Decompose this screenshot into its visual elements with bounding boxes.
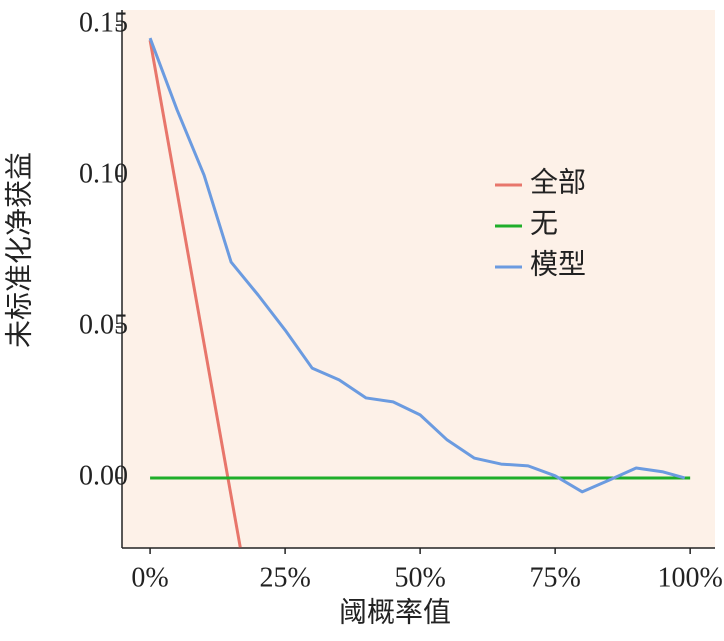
- x-tick-label: 25%: [259, 562, 310, 593]
- x-tick-label: 75%: [529, 562, 580, 593]
- y-tick-label: 0.15: [79, 8, 128, 39]
- y-tick-label: 0.10: [79, 158, 128, 189]
- x-axis-title: 阈概率值: [339, 596, 451, 628]
- line: [148, 37, 686, 494]
- y-tick-label: 0.05: [79, 309, 128, 340]
- x-tick-label: 100%: [657, 562, 722, 593]
- plot-background: [122, 10, 715, 548]
- x-tick-label: 50%: [394, 562, 445, 593]
- legend-label: 模型: [530, 248, 586, 280]
- y-tick-label: 0.00: [79, 460, 128, 491]
- y-axis-title: 未标准化净获益: [3, 152, 35, 348]
- legend-label: 全部: [530, 166, 586, 198]
- legend-label: 无: [530, 208, 558, 239]
- x-tick-label: 0%: [131, 562, 168, 593]
- line: [148, 39, 242, 548]
